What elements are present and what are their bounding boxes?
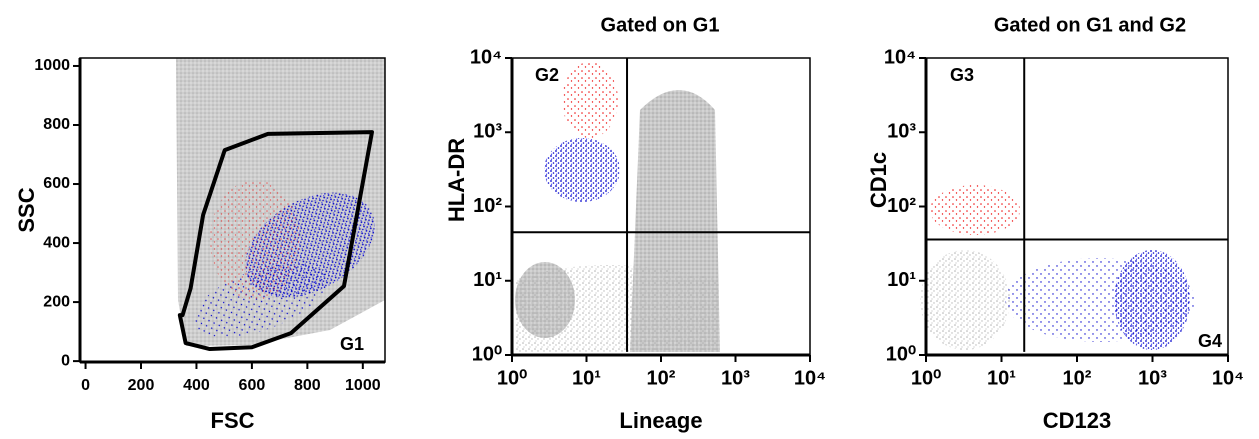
x-tick-label: 10³ — [721, 367, 750, 389]
y-tick-label: 10² — [473, 195, 502, 217]
y-tick-label: 10⁰ — [886, 343, 916, 365]
x-tick-label: 10⁰ — [911, 367, 941, 389]
y-tick-label: 800 — [43, 116, 70, 133]
cell-clouds — [176, 58, 1195, 352]
plot-title: Gated on G1 — [601, 14, 720, 36]
x-tick-label: 600 — [239, 377, 266, 394]
x-axis-title: FSC — [211, 408, 255, 433]
y-tick-label: 600 — [43, 175, 70, 192]
y-tick-label: 10³ — [473, 121, 502, 143]
x-tick-label: 0 — [81, 377, 90, 394]
y-tick-label: 1000 — [34, 57, 70, 74]
y-axis-title: SSC — [14, 187, 39, 232]
gate-label: G1 — [340, 334, 364, 354]
y-tick-label: 10⁰ — [472, 343, 502, 365]
gate-label: G3 — [950, 65, 974, 85]
y-tick-label: 10³ — [887, 121, 916, 143]
y-tick-label: 10¹ — [473, 269, 502, 291]
x-tick-label: 10⁴ — [1212, 367, 1244, 389]
y-tick-label: 10¹ — [887, 269, 916, 291]
y-tick-label: 10⁴ — [884, 46, 916, 68]
x-tick-label: 400 — [183, 377, 210, 394]
plot-title: Gated on G1 and G2 — [994, 14, 1186, 36]
x-axis-title: Lineage — [619, 408, 702, 433]
x-tick-label: 10⁴ — [794, 367, 826, 389]
y-tick-label: 200 — [43, 293, 70, 310]
y-tick-label: 10² — [887, 195, 916, 217]
x-axis-title: CD123 — [1043, 408, 1111, 433]
x-tick-label: 10⁰ — [497, 367, 527, 389]
gate-label: G2 — [535, 65, 559, 85]
y-axis-title: CD1c — [866, 152, 891, 208]
gate — [177, 130, 374, 352]
y-tick-label: 400 — [43, 234, 70, 251]
x-tick-label: 200 — [128, 377, 155, 394]
x-tick-label: 800 — [294, 377, 321, 394]
x-tick-label: 10³ — [1138, 367, 1167, 389]
y-tick-label: 10⁴ — [470, 46, 502, 68]
y-tick-label: 0 — [61, 352, 70, 369]
x-tick-label: 10² — [1063, 367, 1092, 389]
x-tick-label: 10¹ — [987, 367, 1016, 389]
x-tick-label: 1000 — [345, 377, 381, 394]
x-tick-label: 10² — [647, 367, 676, 389]
x-tick-label: 10¹ — [572, 367, 601, 389]
gate-label: G4 — [1198, 331, 1222, 351]
y-axis-title: HLA-DR — [444, 138, 469, 222]
